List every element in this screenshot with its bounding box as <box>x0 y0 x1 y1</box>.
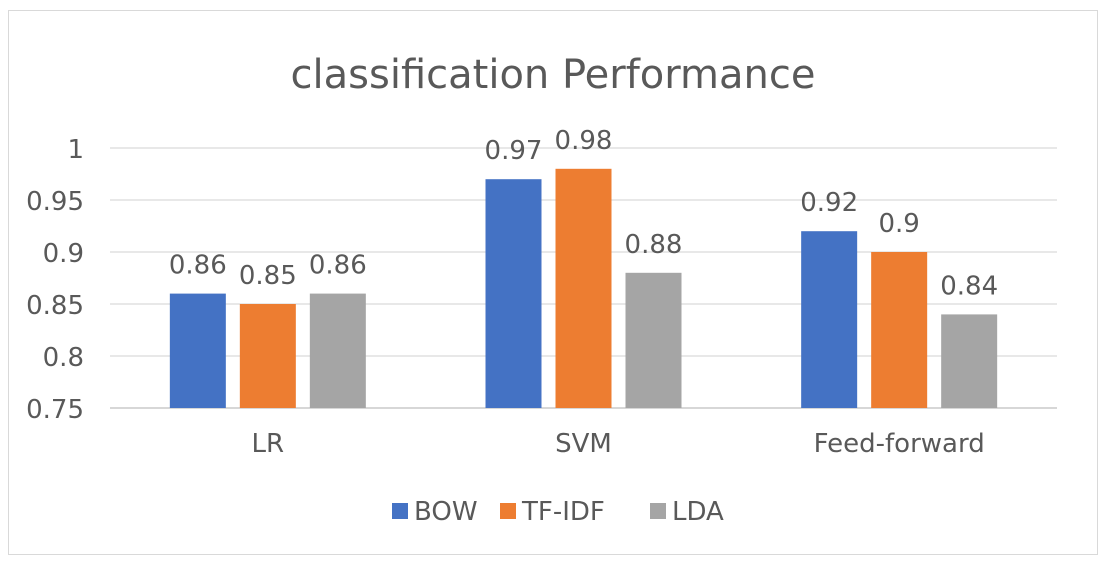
data-label: 0.84 <box>940 271 998 301</box>
legend-swatch <box>650 503 666 519</box>
data-label: 0.9 <box>878 209 919 239</box>
x-tick-label: SVM <box>555 429 612 459</box>
data-label: 0.92 <box>800 188 858 218</box>
bar-bow <box>801 231 858 408</box>
data-labels: 0.86 0.85 0.86 0.97 0.98 0.88 0.92 0.9 0.84 <box>169 126 998 302</box>
data-label: 0.98 <box>555 126 613 156</box>
bar-lda <box>625 272 682 408</box>
y-tick-label: 0.8 <box>43 343 84 373</box>
bar-tf-idf <box>871 252 928 408</box>
data-label: 0.86 <box>309 251 367 281</box>
data-label: 0.86 <box>169 251 227 281</box>
bar-lda <box>309 293 366 408</box>
bar-lda <box>941 314 998 408</box>
legend-swatch <box>500 503 516 519</box>
data-label: 0.88 <box>625 230 683 260</box>
x-tick-label: LR <box>252 429 285 459</box>
x-tick-label: Feed-forward <box>814 429 985 459</box>
y-tick-label: 0.75 <box>26 395 84 425</box>
data-label: 0.97 <box>485 136 543 166</box>
bar-tf-idf <box>555 168 612 408</box>
y-tick-label: 1 <box>67 135 84 165</box>
y-tick-label: 0.95 <box>26 187 84 217</box>
bar-bow <box>485 179 542 408</box>
legend: BOW TF-IDF LDA <box>392 497 724 527</box>
data-label: 0.85 <box>239 261 297 291</box>
y-tick-label: 0.85 <box>26 291 84 321</box>
bars <box>169 168 998 408</box>
legend-label: BOW <box>414 497 478 527</box>
legend-label: TF-IDF <box>521 497 605 527</box>
x-axis: LR SVM Feed-forward <box>252 429 985 459</box>
legend-swatch <box>392 503 408 519</box>
legend-label: LDA <box>672 497 724 527</box>
bar-tf-idf <box>239 304 296 408</box>
bar-bow <box>169 293 226 408</box>
y-axis: 0.75 0.8 0.85 0.9 0.95 1 <box>26 135 84 425</box>
chart-title: classification Performance <box>291 52 816 98</box>
y-tick-label: 0.9 <box>43 239 84 269</box>
